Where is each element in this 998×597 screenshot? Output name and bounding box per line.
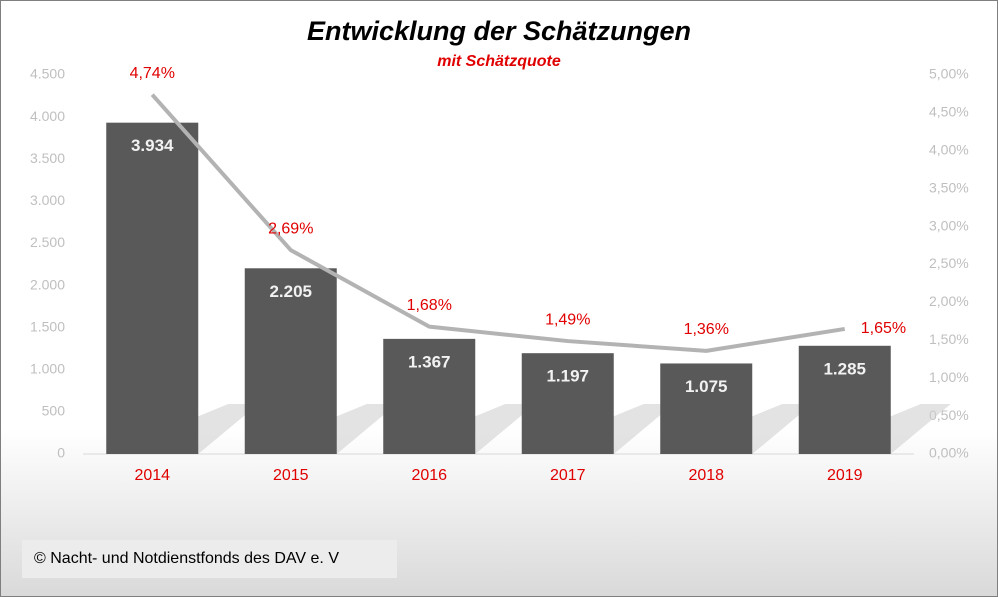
line-label: 1,49% [545, 311, 590, 328]
x-tick-label: 2016 [411, 467, 447, 484]
y-tick-label: 500 [42, 403, 66, 419]
y2-tick-label: 1,00% [929, 369, 969, 385]
bar [244, 268, 337, 454]
y2-tick-label: 4,50% [929, 104, 969, 120]
y2-tick-label: 2,00% [929, 293, 969, 309]
x-tick-label: 2014 [134, 467, 170, 484]
bar-label: 1.197 [546, 367, 589, 386]
line [150, 93, 846, 353]
y-tick-label: 4.500 [30, 66, 65, 82]
line-label: 1,65% [861, 320, 906, 337]
x-tick-label: 2015 [273, 467, 309, 484]
chart-subtitle: mit Schätzquote [437, 53, 561, 70]
bar [383, 338, 476, 454]
bar-label: 1.075 [685, 377, 728, 396]
line-label: 2,69% [268, 220, 313, 237]
line-label: 4,74% [130, 65, 175, 82]
x-tick-label: 2017 [550, 467, 586, 484]
line-label: 1,36% [684, 321, 729, 338]
y-tick-label: 4.000 [30, 108, 65, 124]
y-tick-label: 3.000 [30, 192, 65, 208]
bar [798, 345, 891, 454]
y2-tick-label: 3,00% [929, 217, 969, 233]
y2-tick-label: 3,50% [929, 179, 969, 195]
bar [521, 353, 614, 454]
bar-label: 3.934 [131, 136, 174, 155]
line-label: 1,68% [407, 297, 452, 314]
y-tick-label: 3.500 [30, 150, 65, 166]
x-tick-label: 2019 [827, 467, 863, 484]
y-tick-label: 0 [57, 445, 65, 461]
bar-label: 1.367 [408, 352, 451, 371]
source-box [22, 540, 397, 578]
y-tick-label: 1.500 [30, 318, 65, 334]
bar-label: 1.285 [823, 359, 866, 378]
y2-tick-label: 2,50% [929, 255, 969, 271]
y2-tick-label: 1,50% [929, 331, 969, 347]
y-tick-label: 2.500 [30, 234, 65, 250]
bar [660, 363, 753, 454]
bar [106, 122, 199, 455]
bar-label: 2.205 [269, 282, 312, 301]
y-tick-label: 2.000 [30, 276, 65, 292]
x-tick-label: 2018 [688, 467, 724, 484]
chart-title: Entwicklung der Schätzungen [307, 16, 691, 46]
y2-tick-label: 4,00% [929, 142, 969, 158]
y2-tick-label: 0,00% [929, 445, 969, 461]
source: © Nacht- und Notdienstfonds des DAV e. V [34, 550, 339, 567]
y-tick-label: 1.000 [30, 360, 65, 376]
y2-tick-label: 5,00% [929, 66, 969, 82]
